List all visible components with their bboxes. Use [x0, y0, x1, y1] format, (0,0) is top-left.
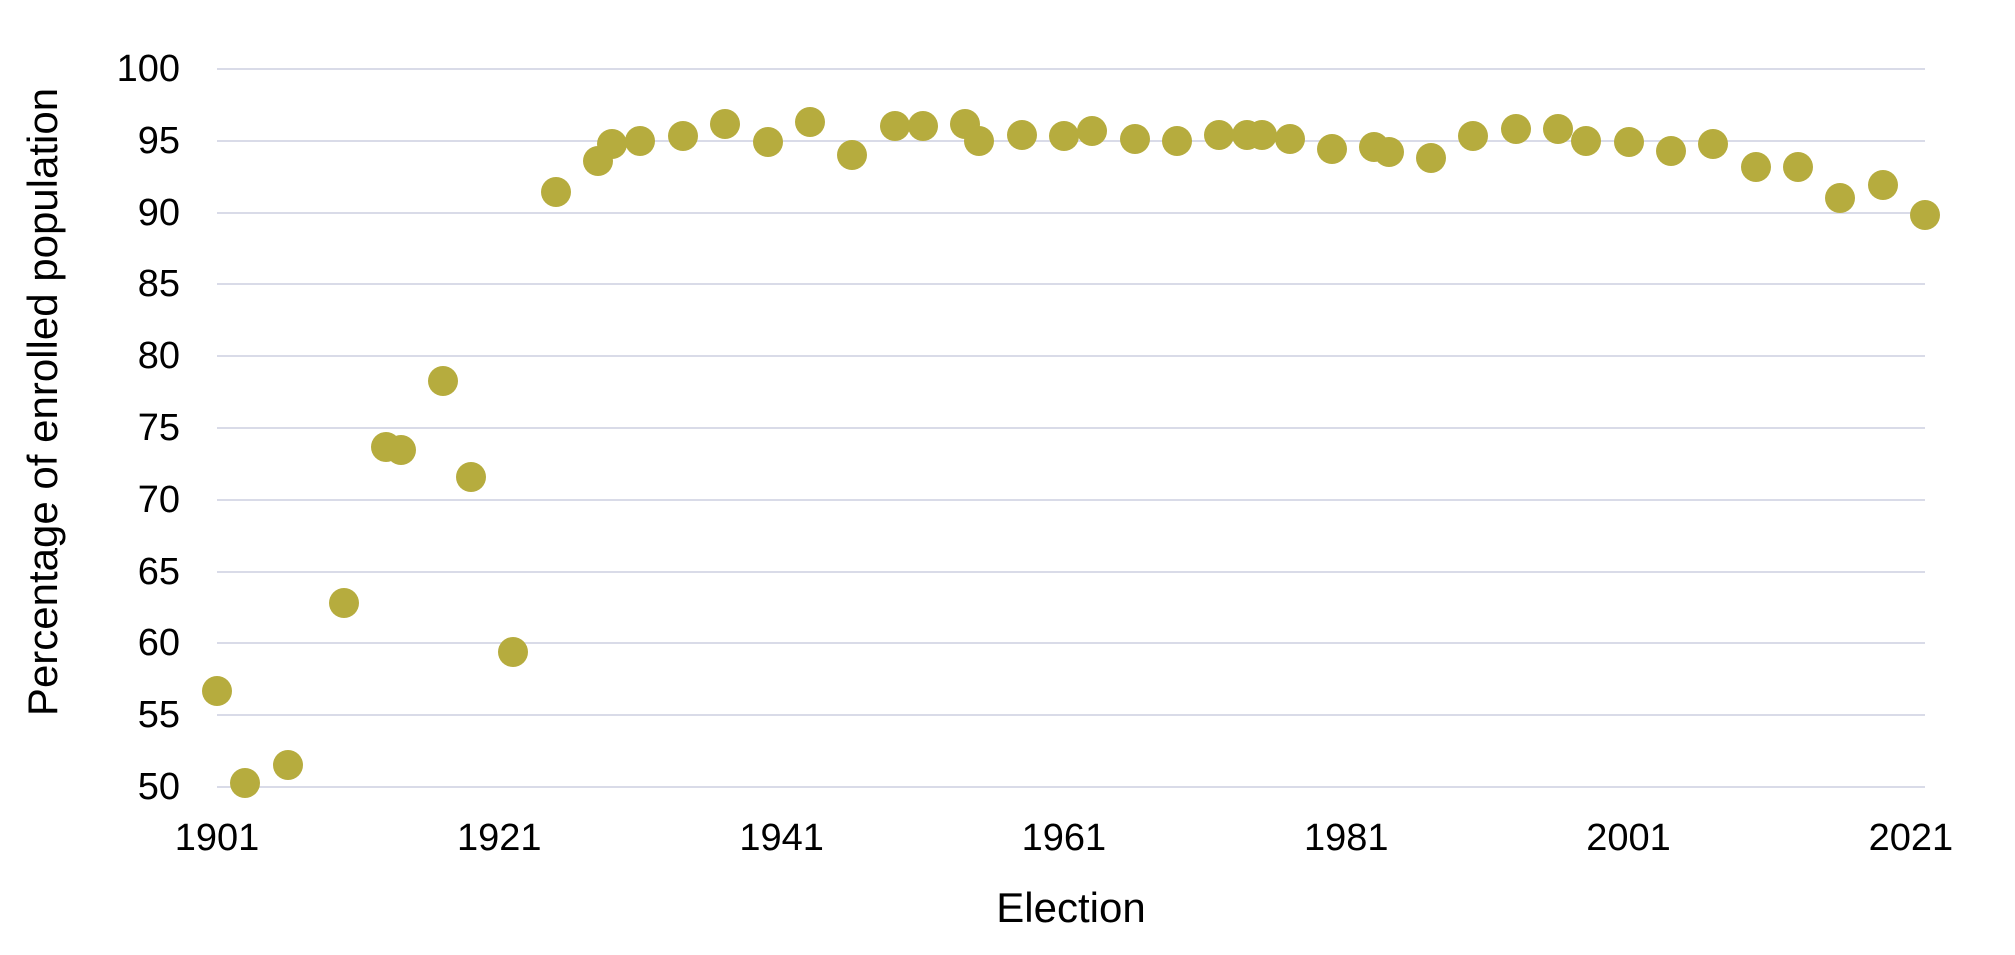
y-tick-label: 65	[137, 550, 180, 593]
x-tick-label: 1981	[1303, 817, 1389, 859]
data-point-1949	[879, 111, 910, 142]
data-point-1910	[329, 588, 360, 619]
data-point-1961	[1048, 121, 1079, 152]
data-point-1940	[752, 127, 783, 158]
data-point-1951	[907, 111, 938, 142]
gridline-y-90	[217, 211, 1925, 214]
data-point-2022	[1910, 200, 1940, 231]
gridline-y-70	[217, 498, 1925, 501]
x-tick-label: 1961	[1021, 817, 1107, 859]
data-point-2007	[1698, 128, 1729, 159]
y-tick-label: 100	[116, 48, 180, 90]
y-tick-label: 75	[137, 407, 180, 449]
data-point-1977	[1274, 124, 1305, 155]
y-tick-label: 50	[137, 766, 180, 808]
data-point-1990	[1458, 121, 1489, 152]
data-point-1987	[1415, 143, 1446, 174]
data-point-1917	[427, 365, 458, 396]
data-point-1946	[837, 140, 868, 171]
y-tick-label: 60	[137, 622, 180, 665]
gridline-y-50	[217, 786, 1925, 788]
data-point-1972	[1204, 120, 1235, 151]
x-tick-label: 1921	[457, 817, 542, 859]
gridline-y-100	[217, 68, 1925, 70]
data-point-2016	[1825, 183, 1856, 214]
y-tick-label: 95	[137, 119, 180, 162]
x-tick-label: 2001	[1586, 817, 1671, 859]
data-point-1996	[1542, 114, 1573, 145]
gridline-y-55	[217, 714, 1925, 717]
data-point-1922	[498, 637, 529, 668]
data-point-1958	[1006, 120, 1037, 151]
x-tick-label: 1941	[739, 817, 824, 859]
data-point-1975	[1246, 120, 1277, 151]
data-point-1943	[794, 107, 825, 138]
data-point-1980	[1317, 134, 1348, 165]
y-tick-label: 55	[137, 694, 180, 737]
data-point-1914	[385, 434, 416, 465]
y-tick-label: 85	[137, 263, 180, 306]
y-tick-label: 90	[137, 191, 180, 234]
gridline-y-80	[217, 355, 1925, 358]
data-point-1966	[1119, 124, 1150, 155]
data-point-2001	[1613, 127, 1644, 158]
data-point-1998	[1571, 125, 1602, 156]
data-point-1901	[202, 675, 232, 706]
data-point-1925	[540, 177, 571, 208]
data-point-2019	[1867, 170, 1898, 201]
data-point-1929	[597, 128, 628, 159]
data-point-1906	[272, 750, 303, 781]
y-axis-title: Percentage of enrolled population	[19, 87, 66, 717]
gridline-y-75	[217, 427, 1925, 429]
data-point-1931	[625, 125, 656, 156]
x-tick-label: 1901	[174, 817, 260, 859]
data-point-1984	[1373, 137, 1404, 168]
data-point-1963	[1077, 115, 1108, 146]
data-point-2004	[1655, 135, 1686, 166]
data-point-1937	[710, 108, 741, 139]
gridline-y-65	[217, 570, 1925, 573]
x-axis-title: Election	[996, 884, 1146, 931]
data-point-1903	[230, 767, 261, 798]
gridline-y-60	[217, 642, 1925, 645]
data-point-1934	[667, 121, 698, 152]
data-point-2013	[1782, 151, 1813, 182]
data-point-1993	[1500, 114, 1531, 145]
data-point-1955	[964, 125, 995, 156]
data-point-1919	[456, 461, 487, 492]
y-tick-label: 70	[137, 478, 180, 521]
y-tick-label: 80	[137, 335, 180, 378]
gridline-y-85	[217, 283, 1925, 286]
data-point-1969	[1161, 125, 1192, 156]
data-point-2010	[1740, 151, 1771, 182]
x-tick-label: 2021	[1868, 817, 1954, 859]
